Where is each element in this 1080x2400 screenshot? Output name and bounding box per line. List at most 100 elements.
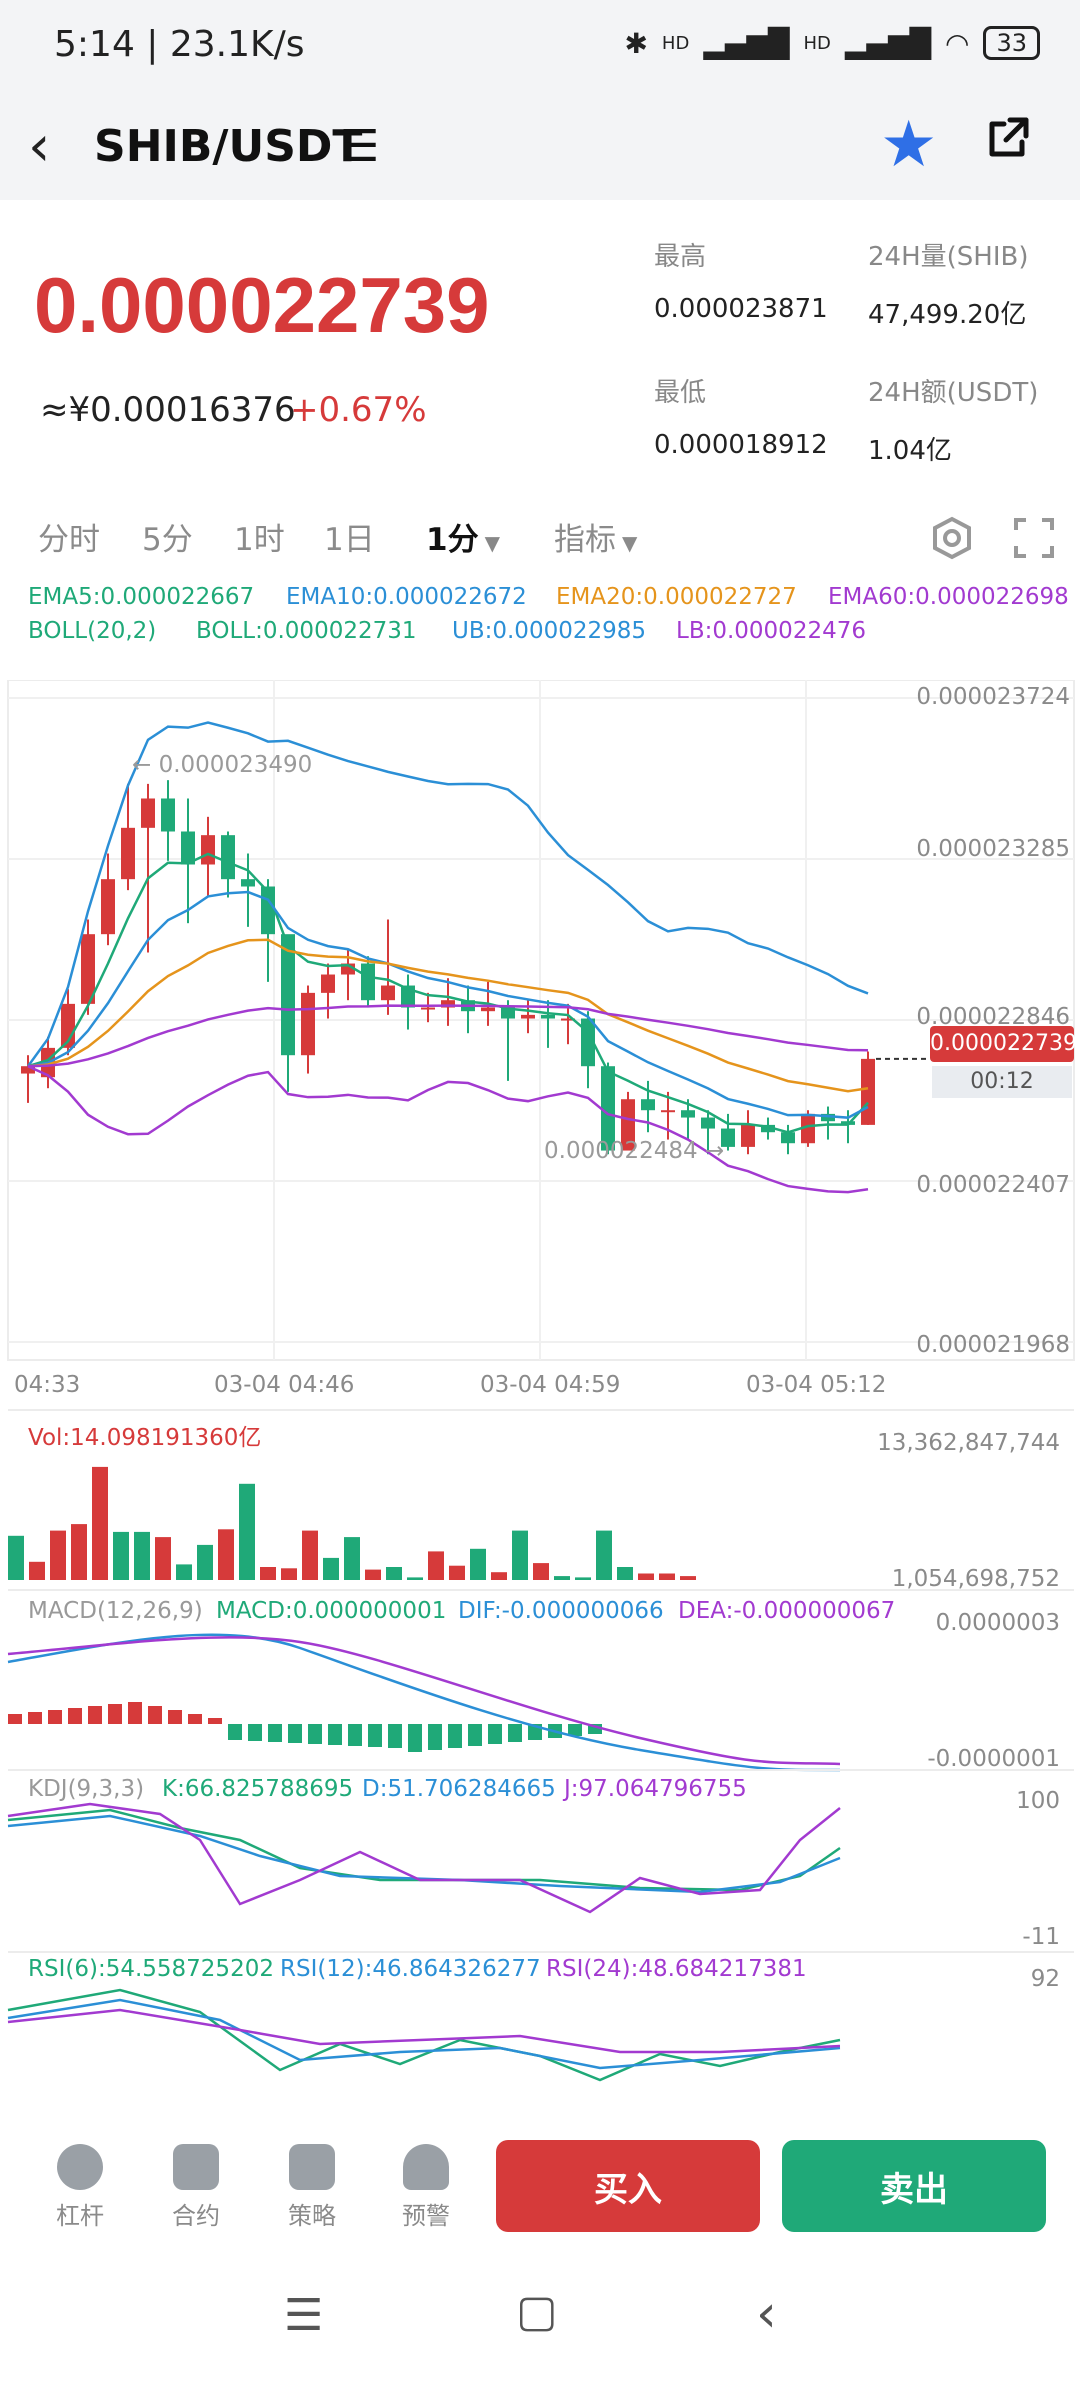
macd-histogram-bar xyxy=(148,1706,162,1724)
volume-bar xyxy=(134,1531,150,1580)
volume-bar xyxy=(155,1537,171,1580)
candle-body xyxy=(601,1066,615,1151)
alert-button[interactable]: 预警 xyxy=(386,2144,466,2231)
contract-button[interactable]: 合约 xyxy=(156,2144,236,2231)
fullscreen-icon[interactable] xyxy=(1012,516,1056,560)
volume-bar xyxy=(575,1577,591,1580)
macd-histogram-bar xyxy=(568,1724,582,1736)
settings-hexagon-icon[interactable] xyxy=(930,516,974,560)
share-icon[interactable] xyxy=(984,114,1032,162)
high-value: 0.000023871 xyxy=(654,294,828,324)
y-tick-2: 0.000022846 xyxy=(916,1004,1070,1030)
candle-body xyxy=(821,1113,835,1122)
macd-histogram-bar xyxy=(208,1718,222,1724)
candle-body xyxy=(241,879,255,887)
max-annotation: ← 0.000023490 xyxy=(132,752,313,778)
candle-body xyxy=(501,1007,515,1019)
strategy-button[interactable]: 策略 xyxy=(272,2144,352,2231)
rsi-top-tick: 92 xyxy=(1030,1966,1060,1992)
status-bar: 5:14 | 23.1K/s ✱ HD ▂▄▆█ HD ▂▄▆█ ◠ 33 xyxy=(0,0,1080,100)
candle-body xyxy=(341,963,355,975)
y-tick-1: 0.000023285 xyxy=(916,836,1070,862)
strategy-icon xyxy=(289,2144,335,2190)
current-price-tag: 0.000022739 xyxy=(930,1026,1077,1062)
tab-1min-label: 1分 xyxy=(426,522,479,558)
nav-home-icon[interactable]: ▢ xyxy=(516,2286,558,2337)
low-value: 0.000018912 xyxy=(654,430,828,460)
macd-dif-line xyxy=(7,1633,841,1772)
tab-1hour[interactable]: 1时 xyxy=(234,522,285,558)
macd-histogram-bar xyxy=(68,1708,82,1724)
x-tick-3: 03-04 05:12 xyxy=(746,1372,887,1398)
signal-icon: HD xyxy=(661,32,690,54)
macd-histogram-bar xyxy=(328,1724,342,1745)
tab-5min[interactable]: 5分 xyxy=(142,522,193,558)
boll-lower-line xyxy=(27,1065,869,1194)
candlestick-chart[interactable] xyxy=(0,680,1080,2100)
boll-params-label: BOLL(20,2) xyxy=(28,618,157,644)
nav-back-icon[interactable]: ‹ xyxy=(756,2284,777,2344)
tab-1min[interactable]: 1分 ▼ xyxy=(426,514,500,559)
candle-body xyxy=(421,1007,435,1010)
macd-histogram-bar xyxy=(368,1724,382,1747)
macd-histogram-bar xyxy=(188,1714,202,1724)
min-value: 0.000022484 xyxy=(544,1138,698,1164)
pair-menu-icon[interactable]: ☰ xyxy=(340,121,380,172)
leverage-button[interactable]: 杠杆 xyxy=(40,2144,120,2231)
chevron-down-icon: ▼ xyxy=(622,531,638,555)
back-icon[interactable]: ‹ xyxy=(28,114,51,179)
tab-1day[interactable]: 1日 xyxy=(324,522,375,558)
min-annotation: 0.000022484 → xyxy=(544,1138,725,1164)
buy-button[interactable]: 买入 xyxy=(496,2140,760,2232)
rsi24-value: RSI(24):48.684217381 xyxy=(546,1956,807,1982)
y-tick-4: 0.000021968 xyxy=(916,1332,1070,1358)
signal-bars-icon: ▂▄▆█ xyxy=(703,26,790,60)
volume-bar xyxy=(176,1564,192,1580)
macd-histogram-bar xyxy=(448,1724,462,1748)
y-tick-0: 0.000023724 xyxy=(916,684,1070,710)
sell-button[interactable]: 卖出 xyxy=(782,2140,1046,2232)
favorite-star-icon[interactable]: ★ xyxy=(880,108,938,182)
alert-icon xyxy=(403,2144,449,2190)
volume-bar xyxy=(659,1573,675,1580)
tab-indicators[interactable]: 指标 ▼ xyxy=(554,514,637,559)
tab-timeshare[interactable]: 分时 xyxy=(38,522,100,558)
kdj-k-value: K:66.825788695 xyxy=(162,1776,354,1802)
rsi24-line xyxy=(7,2008,841,2054)
pair-title[interactable]: SHIB/USDT xyxy=(94,121,363,172)
candle-body xyxy=(621,1099,635,1151)
candle-countdown: 00:12 xyxy=(932,1066,1072,1098)
bottom-action-bar: 杠杆 合约 策略 预警 买入 卖出 xyxy=(0,2110,1080,2260)
candle-body xyxy=(301,992,315,1056)
macd-histogram-bar xyxy=(488,1724,502,1744)
vol-label: 24H量(SHIB) xyxy=(868,242,1029,272)
volume-bar xyxy=(596,1530,612,1580)
kdj-d-value: D:51.706284665 xyxy=(362,1776,556,1802)
macd-histogram-bar xyxy=(248,1724,262,1741)
high-label: 最高 xyxy=(654,242,707,272)
volume-bar xyxy=(428,1551,444,1580)
macd-histogram-bar xyxy=(508,1724,522,1742)
vol-value: 47,499.20亿 xyxy=(868,300,1027,330)
volume-bar xyxy=(302,1530,318,1580)
chevron-down-icon: ▼ xyxy=(484,531,500,555)
volume-label: Vol:14.098191360亿 xyxy=(28,1425,262,1451)
macd-histogram-bar xyxy=(88,1706,102,1724)
macd-histogram-bar xyxy=(428,1724,442,1750)
candle-body xyxy=(321,974,335,993)
candle-body xyxy=(641,1099,655,1111)
candle-body xyxy=(761,1124,775,1133)
x-tick-2: 03-04 04:59 xyxy=(480,1372,621,1398)
volume-bar xyxy=(29,1561,45,1580)
max-value: 0.000023490 xyxy=(158,752,313,778)
candle-body xyxy=(181,831,195,865)
macd-histogram-bar xyxy=(308,1724,322,1744)
candle-body xyxy=(801,1113,815,1144)
nav-menu-icon[interactable]: ☰ xyxy=(284,2290,324,2341)
macd-histogram-bar xyxy=(168,1710,182,1724)
cny-price: ≈¥0.00016376 xyxy=(40,390,296,430)
rsi12-line xyxy=(7,1998,841,2070)
volume-bar xyxy=(638,1573,654,1580)
strategy-label: 策略 xyxy=(288,2202,336,2230)
macd-bottom-tick: -0.0000001 xyxy=(927,1746,1060,1772)
